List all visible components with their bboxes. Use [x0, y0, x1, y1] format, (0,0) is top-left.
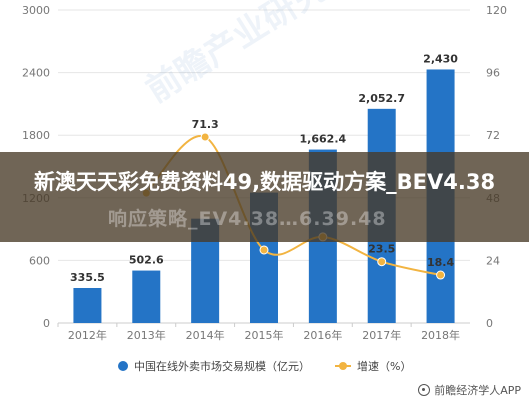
legend-bar-swatch	[118, 361, 128, 371]
growth-value-label: 71.3	[192, 118, 219, 131]
x-tick-label: 2017年	[362, 328, 401, 342]
x-tick-label: 2018年	[421, 328, 460, 342]
legend-bar-label: 中国在线外卖市场交易规模（亿元）	[134, 360, 310, 373]
x-tick-label: 2012年	[68, 328, 107, 342]
growth-point	[436, 270, 446, 280]
bar-value-label: 335.5	[70, 271, 105, 284]
y-right-tick-label: 72	[486, 129, 500, 142]
x-tick-label: 2015年	[245, 328, 284, 342]
growth-point	[200, 132, 210, 142]
x-tick-label: 2013年	[127, 328, 166, 342]
bar	[73, 287, 102, 323]
bar-value-label: 2,052.7	[358, 92, 405, 105]
overlay-title: 新澳天天彩免费资料49,数据驱动方案_BEV4.38	[33, 170, 496, 194]
y-right-tick-label: 120	[486, 4, 507, 17]
bar-value-label: 502.6	[129, 254, 164, 267]
overlay-band	[0, 152, 529, 242]
y-right-tick-label: 96	[486, 67, 500, 80]
bar-value-label: 1,662.4	[300, 133, 347, 146]
y-left-tick-label: 600	[29, 254, 50, 267]
legend-line-swatch	[335, 362, 351, 370]
y-left-tick-label: 0	[43, 317, 50, 330]
growth-point	[377, 257, 387, 267]
source-credit: 前瞻经济学人APP	[418, 382, 521, 398]
y-left-tick-label: 3000	[22, 4, 50, 17]
bar	[132, 270, 161, 323]
bar-value-label: 2,430	[423, 52, 458, 65]
y-right-tick-label: 0	[486, 317, 493, 330]
y-left-tick-label: 1800	[22, 129, 50, 142]
legend-item-line: 增速（%）	[335, 358, 411, 374]
growth-value-label: 18.4	[427, 256, 454, 269]
overlay-subtitle: 响应策略_EV4.38…6.39.48	[108, 208, 387, 230]
x-tick-label: 2016年	[303, 328, 342, 342]
legend-line-label: 增速（%）	[357, 360, 412, 373]
growth-value-label: 23.5	[368, 243, 395, 256]
legend: 中国在线外卖市场交易规模（亿元） 增速（%）	[0, 358, 529, 376]
y-left-tick-label: 2400	[22, 67, 50, 80]
x-tick-label: 2014年	[186, 328, 225, 342]
source-text: 前瞻经济学人APP	[434, 384, 521, 397]
legend-item-bar: 中国在线外卖市场交易规模（亿元）	[118, 358, 310, 374]
y-right-tick-label: 24	[486, 254, 500, 267]
growth-point	[259, 245, 269, 255]
brand-icon	[418, 384, 431, 396]
